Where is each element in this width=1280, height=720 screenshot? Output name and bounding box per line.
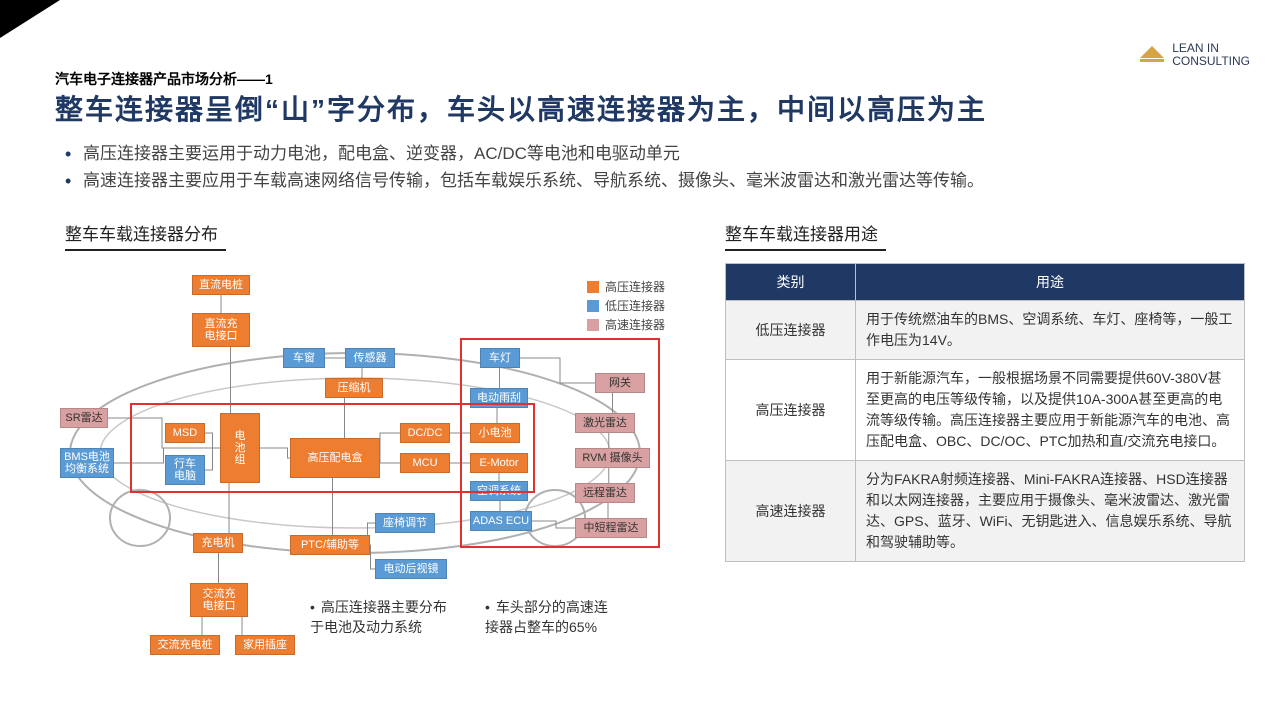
legend-swatch-lv	[587, 300, 599, 312]
node-lidar: 激光雷达	[575, 413, 635, 433]
connector-diagram: 高压连接器 低压连接器 高速连接器 直流电桩直流充 电接口SR雷达BMS电池 均…	[65, 263, 695, 643]
table-cell: 用于传统燃油车的BMS、空调系统、车灯、座椅等，一般工作电压为14V。	[856, 301, 1245, 360]
node-battery: 电 池 组	[220, 413, 260, 483]
table-header: 类别	[726, 264, 856, 301]
right-column: 整车车载连接器用途 类别 用途 低压连接器用于传统燃油车的BMS、空调系统、车灯…	[725, 220, 1245, 562]
table-row: 高速连接器分为FAKRA射频连接器、Mini-FAKRA连接器、HSD连接器和以…	[726, 461, 1245, 562]
node-sensor: 传感器	[345, 348, 395, 368]
node-ac_port: 交流充 电接口	[190, 583, 248, 617]
bullet-item: 高速连接器主要应用于车载高速网络信号传输，包括车载娱乐系统、导航系统、摄像头、毫…	[65, 167, 1240, 194]
node-home_plug: 家用插座	[235, 635, 295, 655]
node-light: 车灯	[480, 348, 520, 368]
node-mid_radar: 中短程雷达	[575, 518, 647, 538]
table-cell: 高速连接器	[726, 461, 856, 562]
node-ac_sys: 空调系统	[470, 481, 528, 501]
node-rvm: RVM 摄像头	[575, 448, 650, 468]
table-cell: 低压连接器	[726, 301, 856, 360]
node-hv_box: 高压配电盒	[290, 438, 380, 478]
node-bms_bal: BMS电池 均衡系统	[60, 448, 114, 478]
node-charger: 充电机	[193, 533, 243, 553]
node-far_radar: 远程雷达	[575, 483, 635, 503]
logo-icon	[1138, 44, 1166, 66]
legend: 高压连接器 低压连接器 高速连接器	[587, 278, 665, 335]
node-dc_pile: 直流电桩	[192, 275, 250, 295]
legend-swatch-hv	[587, 281, 599, 293]
node-msd: MSD	[165, 423, 205, 443]
node-emotor: E-Motor	[470, 453, 528, 473]
node-ptc: PTC/辅助等	[290, 535, 370, 555]
node-seat: 座椅调节	[375, 513, 435, 533]
logo-text: LEAN INCONSULTING	[1172, 42, 1250, 68]
usage-table: 类别 用途 低压连接器用于传统燃油车的BMS、空调系统、车灯、座椅等，一般工作电…	[725, 263, 1245, 562]
table-header: 用途	[856, 264, 1245, 301]
right-section-title: 整车车载连接器用途	[725, 220, 886, 251]
breadcrumb: 汽车电子连接器产品市场分析——1	[55, 69, 273, 89]
table-row: 低压连接器用于传统燃油车的BMS、空调系统、车灯、座椅等，一般工作电压为14V。	[726, 301, 1245, 360]
bullet-item: 高压连接器主要运用于动力电池，配电盒、逆变器，AC/DC等电池和电驱动单元	[65, 140, 1240, 167]
bullet-list: 高压连接器主要运用于动力电池，配电盒、逆变器，AC/DC等电池和电驱动单元 高速…	[65, 140, 1240, 194]
table-cell: 高压连接器	[726, 360, 856, 461]
node-emirror: 电动后视镜	[375, 559, 447, 579]
node-compress: 压缩机	[325, 378, 383, 398]
table-row: 高压连接器用于新能源汽车，一般根据场景不同需要提供60V-380V甚至更高的电压…	[726, 360, 1245, 461]
left-column: 整车车载连接器分布 高压连接器 低压连接器 高速连接器 直流电桩直流充 电接口S…	[65, 220, 695, 643]
corner-triangle	[0, 0, 60, 38]
table-cell: 用于新能源汽车，一般根据场景不同需要提供60V-380V甚至更高的电压等级传输，…	[856, 360, 1245, 461]
node-ac_pile: 交流充电桩	[150, 635, 220, 655]
node-dcdc: DC/DC	[400, 423, 450, 443]
legend-swatch-hs	[587, 319, 599, 331]
table-cell: 分为FAKRA射频连接器、Mini-FAKRA连接器、HSD连接器和以太网连接器…	[856, 461, 1245, 562]
node-gateway: 网关	[595, 373, 645, 393]
node-window: 车窗	[283, 348, 325, 368]
node-smallbat: 小电池	[470, 423, 520, 443]
node-mcu: MCU	[400, 453, 450, 473]
node-sr_radar: SR雷达	[60, 408, 108, 428]
node-adas: ADAS ECU	[470, 511, 532, 531]
page-title: 整车连接器呈倒“山”字分布，车头以高速连接器为主，中间以高压为主	[55, 88, 987, 128]
left-section-title: 整车车载连接器分布	[65, 220, 226, 251]
caption-0: 高压连接器主要分布 于电池及动力系统	[310, 598, 447, 637]
node-ewiper: 电动雨刮	[470, 388, 528, 408]
logo: LEAN INCONSULTING	[1138, 42, 1250, 68]
node-drv_pc: 行车 电脑	[165, 455, 205, 485]
caption-1: 车头部分的高速连 接器占整车的65%	[485, 598, 608, 637]
node-dc_port: 直流充 电接口	[192, 313, 250, 347]
